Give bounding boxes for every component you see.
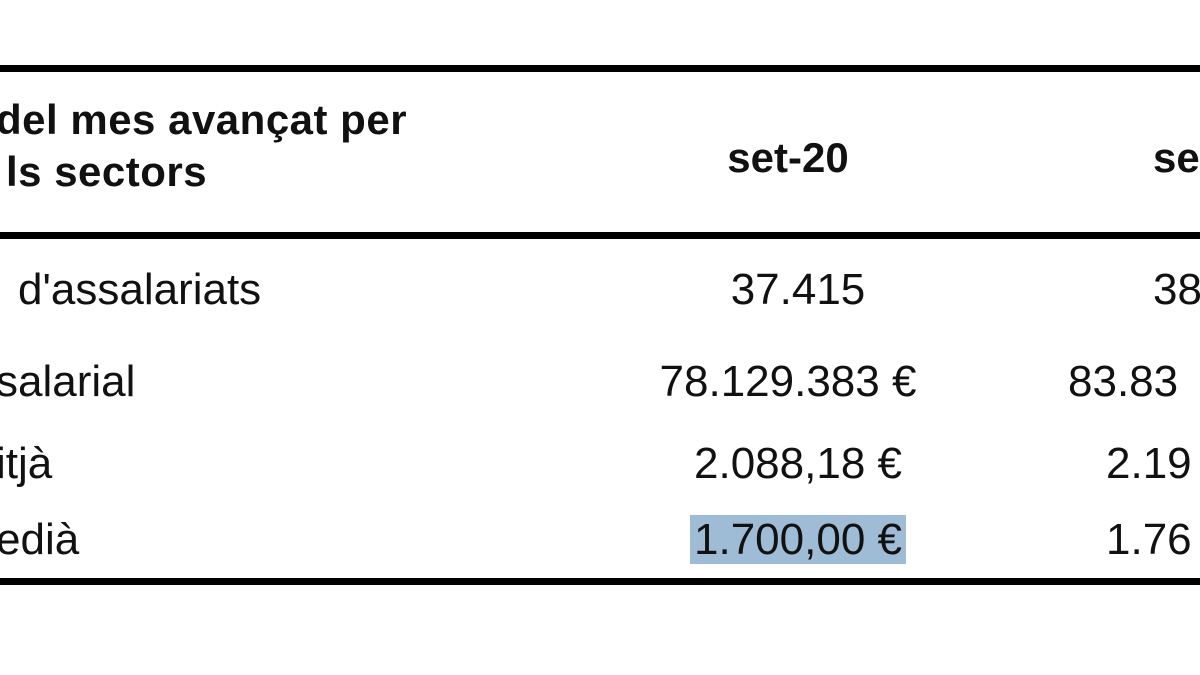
header-label-line2: ls sectors <box>6 148 208 195</box>
table-header-row: del mes avançat per ls sectors set-20 se <box>0 72 1200 232</box>
header-divider <box>0 232 1200 239</box>
table-row: d'assalariats 37.415 38 <box>0 250 1200 330</box>
table-row: edià 1.700,00 € 1.76 <box>0 500 1200 578</box>
data-table: del mes avançat per ls sectors set-20 se… <box>0 65 1200 585</box>
row-value-col2: 2.19 <box>1106 439 1192 488</box>
table-row: itjà 2.088,18 € 2.19 <box>0 424 1200 504</box>
row-value-col2: 1.76 <box>1106 515 1192 564</box>
row-label: d'assalariats <box>18 265 262 314</box>
row-value-col2: 83.83 <box>1068 357 1179 406</box>
column-header-set-20: set-20 <box>727 134 849 181</box>
column-header-second: se <box>1153 134 1200 181</box>
row-value-col1: 2.088,18 € <box>694 439 902 488</box>
row-label: itjà <box>0 439 53 488</box>
row-value-col1: 37.415 <box>730 265 866 314</box>
row-label: salarial <box>0 357 136 406</box>
row-value-col1: 78.129.383 € <box>659 357 917 406</box>
row-value-col1: 1.700,00 € <box>690 515 906 564</box>
table-row: salarial 78.129.383 € 83.83 <box>0 342 1200 422</box>
row-label: edià <box>0 515 80 564</box>
row-value-col1-cell: 1.700,00 € <box>628 500 968 578</box>
header-label-line1: del mes avançat per <box>0 96 408 143</box>
row-value-col2: 38 <box>1153 265 1200 314</box>
header-row-label: del mes avançat per ls sectors <box>0 94 407 198</box>
